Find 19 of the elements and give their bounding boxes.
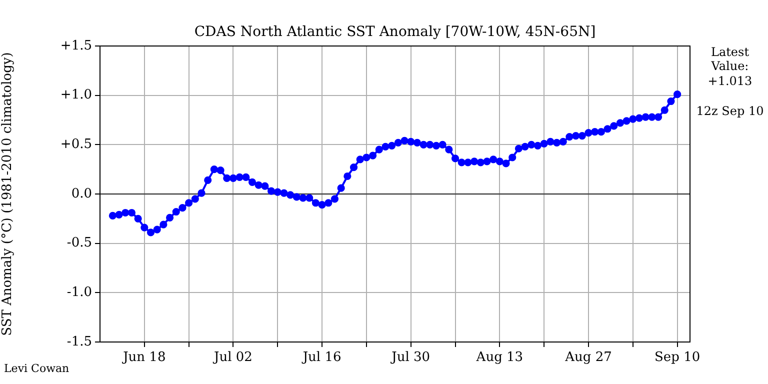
y-tick-label: -1.0 xyxy=(66,285,92,300)
y-tick-label: -0.5 xyxy=(66,236,92,251)
y-tick-label: +1.5 xyxy=(60,38,92,54)
text: 12z Sep 10 xyxy=(695,104,765,118)
text: Latest Value: +1.013 xyxy=(706,45,754,88)
y-axis-title: SST Anomaly (°C) (1981-2010 climatology) xyxy=(0,52,16,336)
y-tick-label: -1.5 xyxy=(66,334,92,350)
x-tick-label: Jul 16 xyxy=(300,350,342,366)
chart-title: CDAS North Atlantic SST Anomaly [70W-10W, 45N-65N] xyxy=(193,24,597,40)
x-tick-label: Jul 30 xyxy=(390,350,430,366)
text: Levi Cowan xyxy=(4,362,70,376)
y-tick-label: +1.0 xyxy=(60,88,92,103)
x-tick-label: Aug 27 xyxy=(564,350,612,366)
y-tick-label: 0.0 xyxy=(71,186,92,202)
x-tick-label: Sep 10 xyxy=(654,350,700,366)
x-tick-label: Aug 13 xyxy=(475,350,524,366)
x-tick-label: Jul 02 xyxy=(212,350,252,366)
y-tick-label: +0.5 xyxy=(60,137,92,152)
x-tick-label: Jun 18 xyxy=(121,350,166,366)
